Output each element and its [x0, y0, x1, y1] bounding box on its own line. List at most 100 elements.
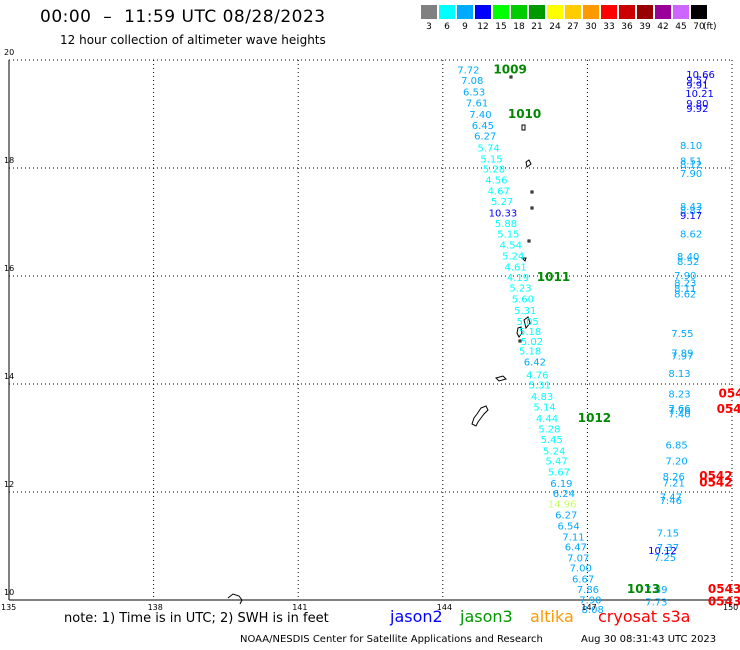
lat-label: 16 — [4, 264, 15, 273]
wave-height-reading: 5.31 — [514, 306, 536, 317]
wave-height-reading: 4.56 — [485, 175, 507, 186]
wave-height-reading: 6.47 — [565, 543, 587, 554]
legend-swatch-36 — [619, 5, 635, 19]
wave-height-reading: 8.11 — [674, 284, 696, 295]
wave-readings: 7.727.086.537.617.406.456.275.745.155.28… — [457, 66, 715, 616]
wave-height-reading: 5.88 — [495, 219, 517, 230]
wave-height-reading: 7.55 — [671, 329, 693, 340]
legend-swatch-27 — [565, 5, 581, 19]
legend-label-39: 39 — [639, 22, 651, 32]
wave-height-reading: 4.67 — [488, 187, 510, 198]
wave-height-reading: 7.90 — [579, 595, 601, 606]
wave-height-reading: 7.20 — [665, 457, 687, 468]
wave-height-reading: 14.96 — [548, 499, 577, 510]
wave-height-reading: 7.61 — [466, 99, 488, 110]
wave-height-reading: 6.53 — [463, 87, 485, 98]
legend-label-33: 33 — [603, 22, 615, 32]
legend-swatch-42 — [655, 5, 671, 19]
legend-swatch-18 — [511, 5, 527, 19]
wave-height-reading: 8.12 — [680, 160, 702, 171]
legend-swatch-3 — [421, 5, 437, 19]
wave-height-reading: 5.14 — [533, 403, 555, 414]
satellite-cryosat-s3a: cryosat s3a — [598, 607, 691, 626]
small-islet-4 — [518, 339, 522, 343]
wave-height-reading: 7.00 — [570, 564, 592, 575]
wave-height-reading: 5.67 — [548, 467, 570, 478]
legend-label-27: 27 — [567, 22, 579, 32]
wave-height-reading: 7.90 — [680, 169, 702, 180]
wave-height-reading: 6.24 — [553, 489, 575, 500]
wave-height-reading: 5.24 — [543, 446, 565, 457]
wave-height-reading: 8.62 — [680, 229, 702, 240]
lat-label: 20 — [4, 48, 15, 57]
pass-label: 0542 — [699, 475, 732, 489]
wave-height-reading: 7.25 — [654, 553, 676, 564]
wave-height-reading: 7.08 — [461, 76, 483, 87]
wave-height-reading: 7.15 — [657, 529, 679, 540]
legend-swatch-24 — [547, 5, 563, 19]
wave-height-reading: 7.86 — [577, 585, 599, 596]
wave-height-reading: 8.13 — [668, 369, 690, 380]
map-grid — [8, 59, 733, 601]
wave-height-reading: 10.12 — [648, 546, 677, 557]
legend-swatch-33 — [601, 5, 617, 19]
wave-height-reading: 5.47 — [545, 457, 567, 468]
reef-islet — [227, 593, 243, 605]
legend-label-42: 42 — [657, 22, 669, 32]
pass-label: 0542 — [719, 387, 740, 401]
map-subtitle: 12 hour collection of altimeter wave hei… — [60, 33, 326, 47]
wave-height-reading: 4.44 — [536, 414, 558, 425]
pass-label: 1009 — [493, 63, 526, 77]
wave-height-reading: 8.08 — [582, 605, 604, 616]
wave-height-reading: 6.19 — [550, 479, 572, 490]
wave-height-reading: 7.47 — [660, 492, 682, 503]
lat-label: 18 — [4, 156, 15, 165]
legend-swatch-39 — [637, 5, 653, 19]
wave-height-reading: 6.54 — [558, 521, 580, 532]
map-note: note: 1) Time is in UTC; 2) SWH is in fe… — [64, 611, 329, 626]
wave-height-reading: 8.43 — [680, 202, 702, 213]
pass-label: 1012 — [578, 411, 611, 425]
pass-label: 1010 — [508, 107, 541, 121]
satellite-jason2: jason2 — [390, 607, 443, 626]
saipan-island — [523, 316, 531, 330]
pass-label: 0543 — [708, 595, 740, 609]
pressure-labels: 1009101010111012101305420542054205420543… — [493, 63, 740, 609]
lon-label: 150 — [723, 603, 739, 612]
lon-label: 147 — [581, 603, 597, 612]
farallon-island — [509, 75, 513, 79]
small-islet-2 — [530, 206, 534, 210]
legend-label-70: 70 — [693, 22, 705, 32]
wave-height-reading: 7.73 — [645, 598, 667, 609]
legend-label-45: 45 — [675, 22, 687, 32]
pass-label: 0543 — [708, 582, 740, 596]
wave-height-reading: 5.05 — [517, 317, 539, 328]
pass-label: 1011 — [537, 270, 570, 284]
wave-height-reading: 5.18 — [519, 347, 541, 358]
wave-height-reading: 4.61 — [504, 262, 526, 273]
footer-credit: NOAA/NESDIS Center for Satellite Applica… — [240, 634, 543, 645]
wave-height-reading: 4.83 — [531, 392, 553, 403]
wave-height-reading: 4.19 — [507, 273, 529, 284]
wave-height-reading: 10.21 — [685, 89, 714, 100]
tinian-island — [516, 326, 523, 338]
wave-height-reading: 5.31 — [529, 381, 551, 392]
wave-height-reading: 8.52 — [677, 257, 699, 268]
guam-island — [471, 405, 489, 427]
legend-label-9: 9 — [462, 22, 468, 32]
legend-label-15: 15 — [495, 22, 507, 32]
wave-height-reading: 9.17 — [680, 211, 702, 222]
lat-label: 12 — [4, 480, 15, 489]
pagan-island — [525, 159, 532, 168]
wave-height-reading: 8.51 — [680, 156, 702, 167]
anatahan-island — [520, 257, 527, 262]
lon-label: 144 — [436, 603, 453, 612]
wave-height-reading: 5.74 — [478, 143, 500, 154]
legend-swatch-70 — [691, 5, 707, 19]
wave-height-reading: 8.62 — [674, 289, 696, 300]
legend-label-12: 12 — [477, 22, 489, 32]
wave-height-reading: 5.18 — [519, 327, 541, 338]
wave-height-reading: 7.46 — [660, 496, 682, 507]
wave-height-reading: 5.28 — [538, 424, 560, 435]
